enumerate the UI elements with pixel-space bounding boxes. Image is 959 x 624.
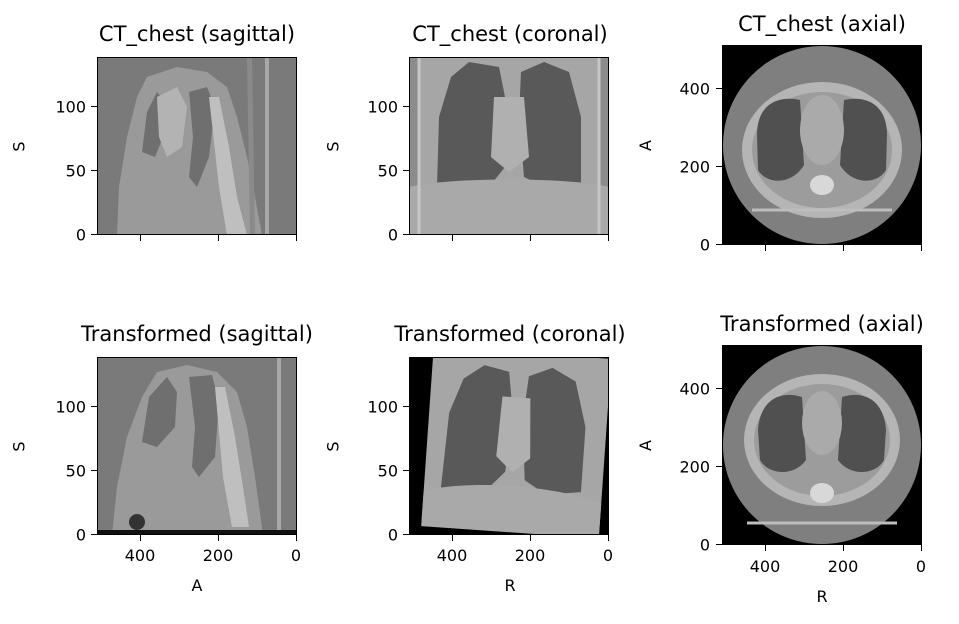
y-tick-mark (403, 534, 409, 536)
y-tick-label: 50 (377, 461, 398, 481)
x-tick-mark (218, 535, 220, 541)
x-tick-mark (765, 245, 767, 251)
y-tick-label: 50 (65, 461, 86, 481)
y-axis-label: S (9, 441, 29, 452)
x-tick-label: 400 (436, 546, 468, 565)
transformed-sagittal-image (97, 357, 297, 535)
y-axis-label: S (323, 441, 343, 452)
x-tick-mark (530, 235, 532, 241)
panel-title: Transformed (sagittal) (81, 322, 313, 346)
y-tick-mark (403, 234, 409, 236)
y-tick-label: 0 (387, 225, 398, 245)
y-tick-mark (716, 466, 722, 468)
y-tick-label: 0 (387, 525, 398, 545)
y-tick-label: 50 (377, 161, 398, 181)
x-tick-label: 0 (915, 557, 927, 576)
x-tick-mark (608, 235, 610, 241)
x-tick-mark (921, 545, 923, 551)
y-tick-mark (716, 88, 722, 90)
x-tick-mark (530, 535, 532, 541)
x-tick-mark (140, 235, 142, 241)
panel-title: CT_chest (sagittal) (98, 22, 296, 46)
y-tick-label: 0 (699, 235, 710, 255)
ct-axial-image (722, 45, 922, 245)
x-tick-label: 0 (290, 546, 302, 565)
panel-title: CT_chest (coronal) (412, 22, 608, 46)
x-tick-label: 200 (514, 546, 546, 565)
panel-title: CT_chest (axial) (738, 12, 906, 36)
x-tick-label: 400 (749, 557, 781, 576)
panel-title: Transformed (coronal) (394, 322, 626, 346)
x-axis-label: R (816, 587, 828, 606)
y-tick-label: 50 (65, 161, 86, 181)
x-tick-label: 0 (602, 546, 614, 565)
y-tick-mark (403, 170, 409, 172)
x-tick-mark (452, 235, 454, 241)
x-tick-mark (843, 545, 845, 551)
y-tick-mark (716, 388, 722, 390)
x-tick-label: 200 (202, 546, 234, 565)
y-tick-mark (91, 470, 97, 472)
y-tick-mark (716, 544, 722, 546)
x-axis-label: A (191, 576, 203, 595)
y-tick-mark (403, 106, 409, 108)
y-tick-label: 0 (75, 525, 86, 545)
x-tick-mark (843, 245, 845, 251)
y-tick-mark (91, 234, 97, 236)
y-tick-mark (716, 166, 722, 168)
y-tick-mark (91, 534, 97, 536)
ct-coronal-image (409, 57, 609, 235)
y-axis-label: S (9, 141, 29, 152)
x-tick-mark (452, 535, 454, 541)
ct-sagittal-image (97, 57, 297, 235)
y-tick-mark (91, 106, 97, 108)
panel-title: Transformed (axial) (720, 312, 924, 336)
x-tick-label: 400 (124, 546, 156, 565)
y-tick-label: 200 (679, 157, 710, 177)
x-tick-label: 200 (827, 557, 859, 576)
y-tick-label: 400 (679, 79, 710, 99)
y-tick-label: 100 (55, 397, 86, 417)
y-axis-label: A (635, 440, 655, 451)
y-tick-label: 400 (679, 379, 710, 399)
y-axis-label: A (635, 140, 655, 151)
x-tick-mark (140, 535, 142, 541)
y-tick-label: 200 (679, 457, 710, 477)
y-tick-mark (403, 406, 409, 408)
x-tick-mark (296, 535, 298, 541)
x-tick-mark (921, 245, 923, 251)
transformed-axial-image (722, 345, 922, 545)
y-tick-label: 100 (367, 97, 398, 117)
y-tick-mark (91, 406, 97, 408)
y-tick-mark (403, 470, 409, 472)
y-tick-label: 0 (75, 225, 86, 245)
y-axis-label: S (323, 141, 343, 152)
x-tick-mark (608, 535, 610, 541)
y-tick-mark (716, 244, 722, 246)
x-tick-mark (218, 235, 220, 241)
transformed-coronal-image (409, 357, 609, 535)
y-tick-mark (91, 170, 97, 172)
x-axis-label: R (504, 576, 516, 595)
y-tick-label: 100 (367, 397, 398, 417)
y-tick-label: 100 (55, 97, 86, 117)
x-tick-mark (296, 235, 298, 241)
y-tick-label: 0 (699, 535, 710, 555)
x-tick-mark (765, 545, 767, 551)
